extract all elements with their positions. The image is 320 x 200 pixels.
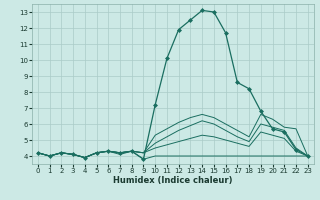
X-axis label: Humidex (Indice chaleur): Humidex (Indice chaleur) [113,176,233,185]
